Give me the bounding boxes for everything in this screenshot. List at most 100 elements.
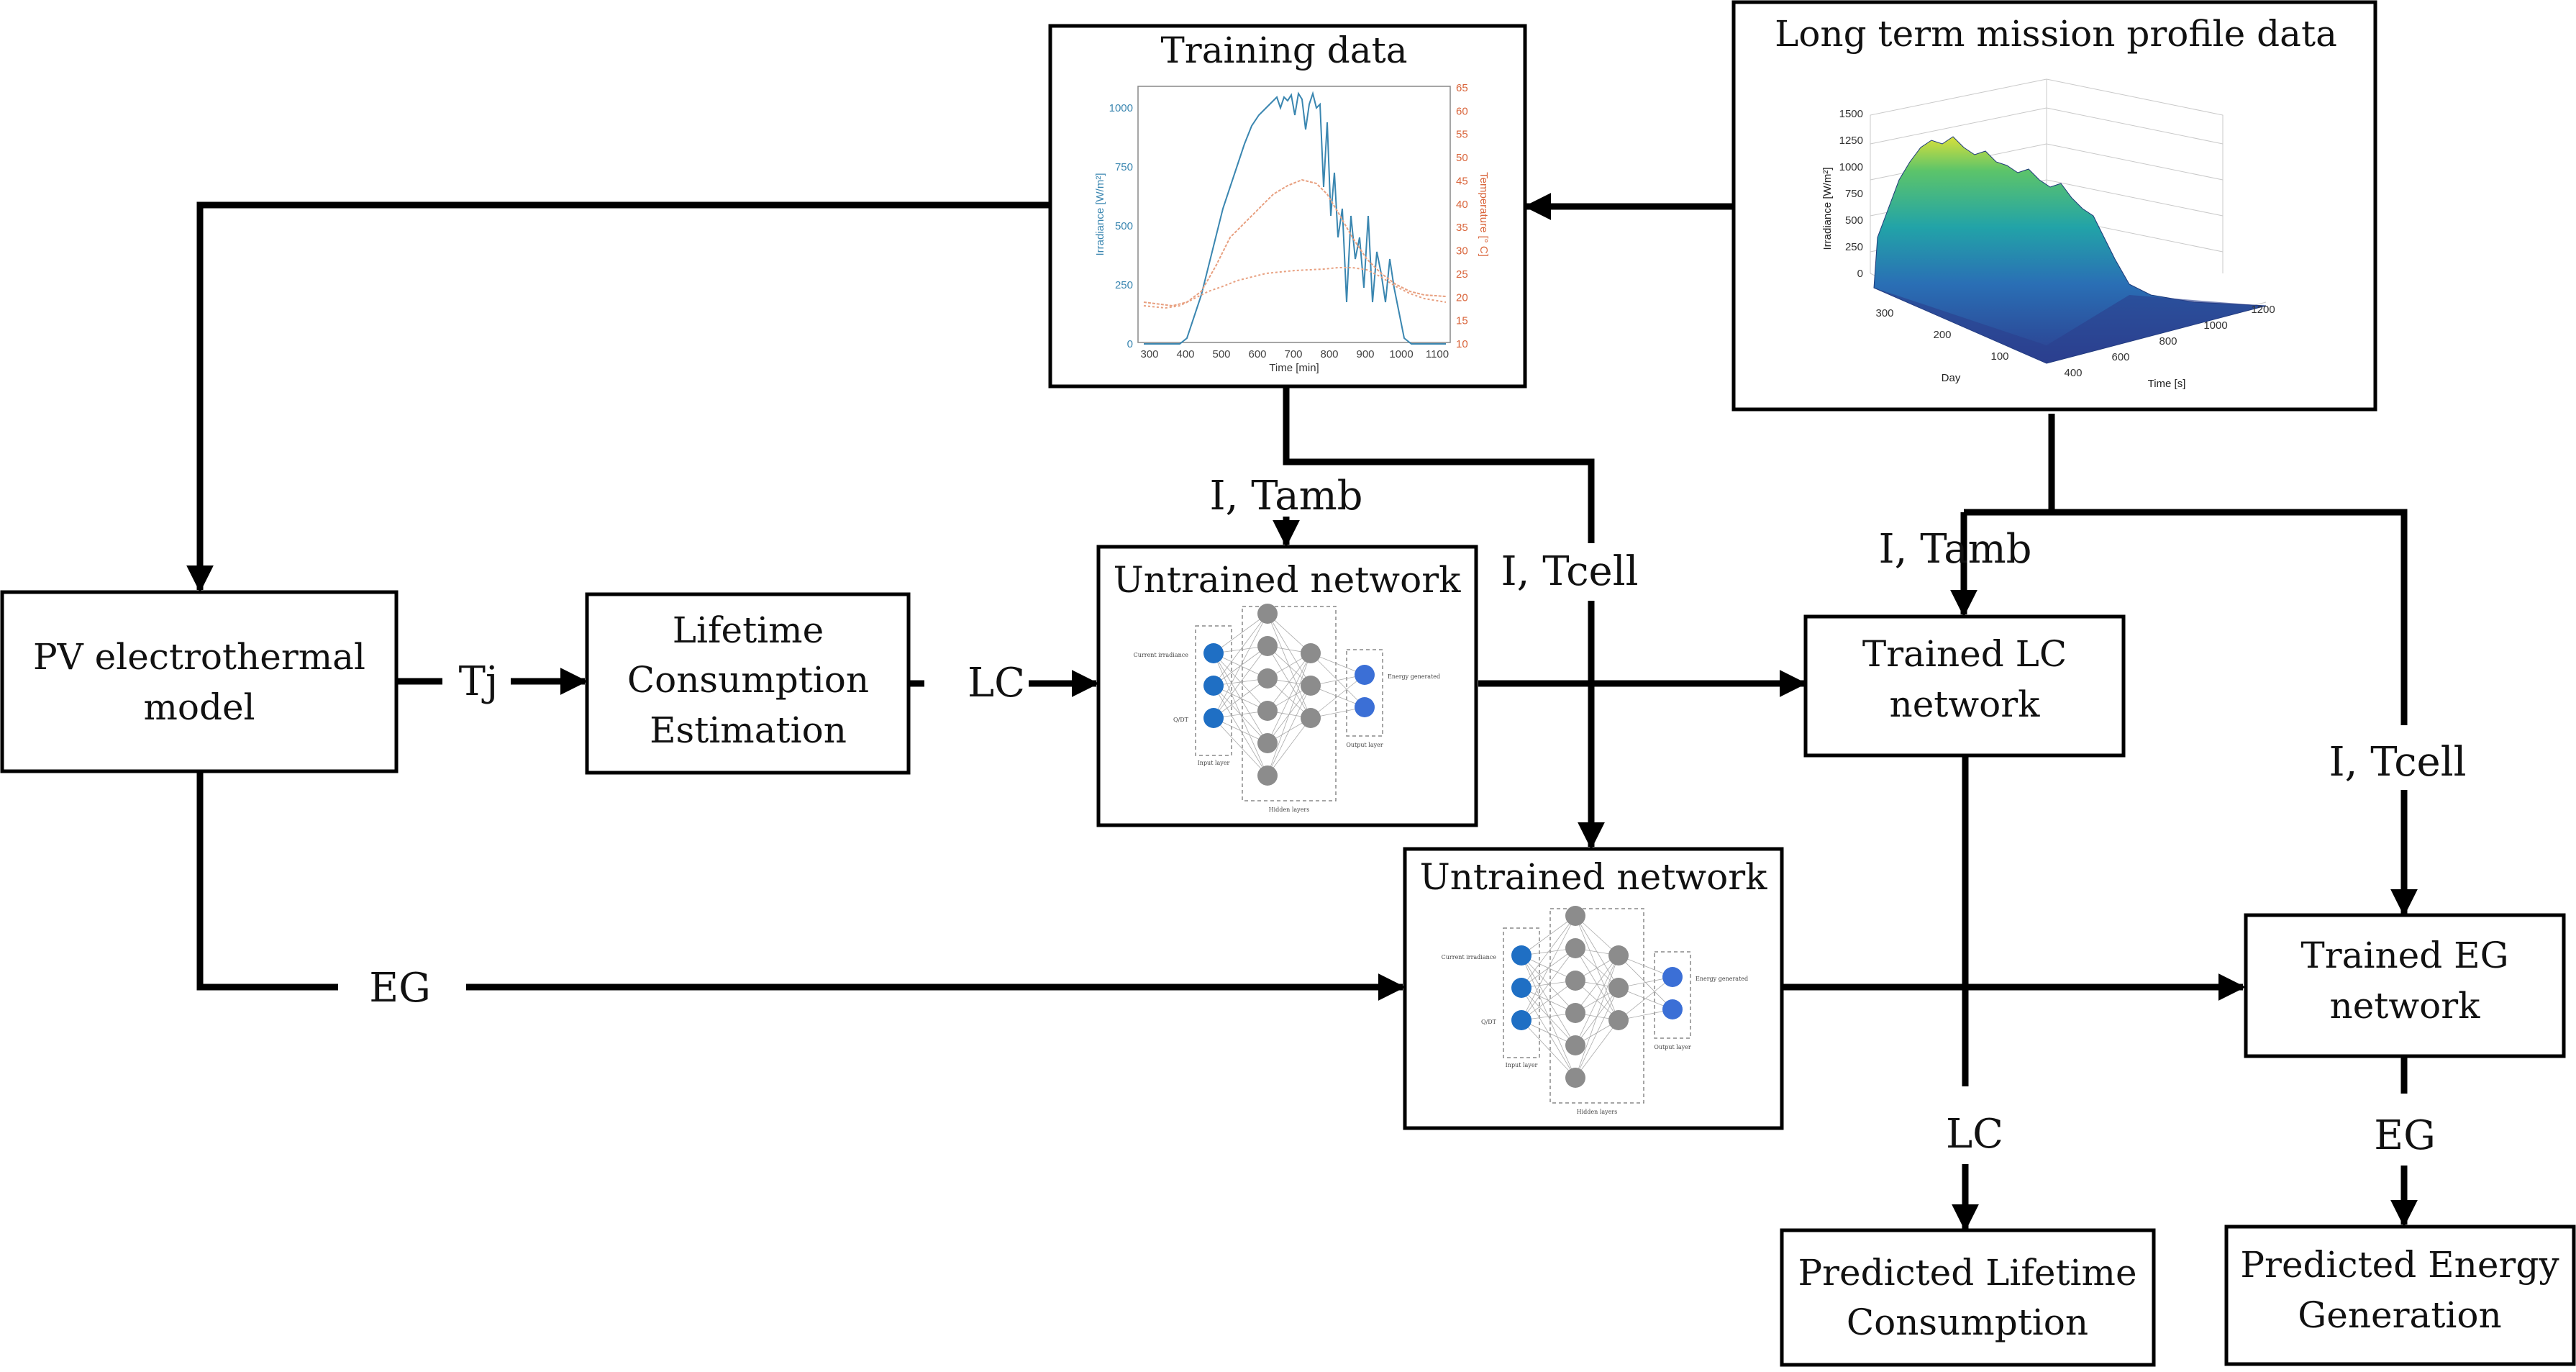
lifetime-line2: Consumption xyxy=(627,659,869,701)
surface-day-tick: 200 xyxy=(1933,329,1951,341)
surface-z-ticks: 0 250 500 750 1000 1250 1500 xyxy=(1839,108,1863,280)
hidden-node xyxy=(1565,1003,1585,1023)
training-x-tick: 300 xyxy=(1140,348,1158,360)
trained-lc-box xyxy=(1803,614,2126,758)
hidden-layers-frame xyxy=(1549,908,1644,1104)
output-node xyxy=(1662,967,1683,987)
hidden-node xyxy=(1301,643,1321,663)
hidden-node xyxy=(1257,733,1278,753)
pv-model-line2: model xyxy=(143,686,255,728)
input-label-2: Q/DT xyxy=(1173,717,1189,723)
surface-z-tick: 250 xyxy=(1845,241,1863,253)
hidden-node xyxy=(1608,978,1629,998)
training-yr-tick: 50 xyxy=(1456,152,1468,164)
output-node xyxy=(1355,665,1375,685)
surface-day-tick: 300 xyxy=(1875,307,1893,319)
surface-time-tick: 400 xyxy=(2064,367,2082,379)
hidden-node xyxy=(1565,971,1585,991)
hidden-node xyxy=(1565,1035,1585,1055)
label-i-tcell-mid: I, Tcell xyxy=(1501,548,1638,595)
surface-ylabel: Time [s] xyxy=(2148,378,2186,390)
hidden-node xyxy=(1301,676,1321,696)
input-label-2: Q/DT xyxy=(1481,1019,1497,1025)
training-yr-tick: 20 xyxy=(1456,291,1468,304)
training-x-tick: 900 xyxy=(1356,348,1374,360)
surface-time-tick: 1200 xyxy=(2251,304,2275,316)
training-yl-tick: 1000 xyxy=(1109,102,1133,114)
input-layer-frame xyxy=(1503,927,1540,1058)
training-yl-tick: 0 xyxy=(1127,338,1133,350)
untrained-lc-title: Untrained network xyxy=(1114,559,1462,601)
output-label: Energy generated xyxy=(1388,673,1440,680)
pred-eg-box xyxy=(2224,1225,2576,1366)
surface-day-ticks: 300 200 100 xyxy=(1875,307,2008,363)
long-term-title: Long term mission profile data xyxy=(1775,13,2337,55)
training-chart: 300 400 500 600 700 800 900 1000 1100 0 250 500 750… xyxy=(1094,82,1490,374)
training-x-tick: 1000 xyxy=(1389,348,1413,360)
trained-lc-line2: network xyxy=(1890,683,2041,725)
surface-time-tick: 1000 xyxy=(2203,319,2227,332)
pv-model-line1: PV electrothermal xyxy=(33,636,365,678)
pv-model-box xyxy=(0,590,399,773)
training-ylabel-right: Temperature [° C] xyxy=(1478,172,1490,257)
input-node xyxy=(1511,978,1532,998)
output-node xyxy=(1662,999,1683,1019)
training-x-tick: 600 xyxy=(1248,348,1266,360)
training-xlabel: Time [min] xyxy=(1269,362,1319,374)
label-lc-mid: LC xyxy=(968,660,1025,707)
surface-z-tick: 1000 xyxy=(1839,161,1863,173)
pred-lc-line1: Predicted Lifetime xyxy=(1798,1252,2136,1294)
irradiance-series xyxy=(1144,91,1446,345)
training-yr-tick: 10 xyxy=(1456,338,1468,350)
label-eg-left: EG xyxy=(369,965,431,1012)
hidden-node xyxy=(1257,765,1278,786)
hidden-layers-label: Hidden layers xyxy=(1269,807,1310,813)
hidden-node xyxy=(1301,708,1321,728)
lifetime-box xyxy=(585,592,911,775)
label-tj: Tj xyxy=(459,658,499,705)
surface-chart: 0 250 500 750 1000 1250 1500 300 200 100 400 600 8… xyxy=(1821,78,2275,390)
hidden-node xyxy=(1257,604,1278,624)
input-label-1: Current irradiance xyxy=(1442,954,1497,960)
output-node xyxy=(1355,697,1375,717)
input-layer-label: Input layer xyxy=(1198,760,1230,766)
hidden-node xyxy=(1257,668,1278,689)
hidden-node xyxy=(1565,938,1585,958)
training-yr-tick: 60 xyxy=(1456,105,1468,117)
surface-z-tick: 1250 xyxy=(1839,135,1863,147)
training-ylabel-left: Irradiance [W/m²] xyxy=(1094,173,1106,255)
input-label-1: Current irradiance xyxy=(1134,652,1189,658)
hidden-node xyxy=(1257,636,1278,656)
surface-z-tick: 750 xyxy=(1845,188,1863,200)
output-layer-frame xyxy=(1654,951,1691,1039)
training-x-tick: 700 xyxy=(1284,348,1302,360)
hidden-node xyxy=(1257,701,1278,721)
surface-xlabel: Day xyxy=(1942,372,1961,384)
hidden-layers-frame xyxy=(1242,606,1337,801)
trained-eg-line1: Trained EG xyxy=(2300,935,2508,976)
training-x-tick: 500 xyxy=(1212,348,1230,360)
trained-eg-box xyxy=(2244,913,2566,1058)
pred-lc-box xyxy=(1780,1228,2156,1367)
input-node xyxy=(1203,643,1224,663)
surface-z-tick: 1500 xyxy=(1839,108,1863,120)
hidden-node xyxy=(1608,1010,1629,1030)
box-texts: Training data Long term mission profile … xyxy=(33,13,2559,1343)
surface-z-tick: 500 xyxy=(1845,214,1863,227)
pred-eg-line2: Generation xyxy=(2298,1294,2501,1336)
network-thumb-eg: Current irradiance Q/DT Energy generated In… xyxy=(1442,906,1748,1115)
surface-z-tick: 0 xyxy=(1857,268,1863,280)
pred-lc-line2: Consumption xyxy=(1847,1301,2088,1343)
training-yr-tick: 35 xyxy=(1456,222,1468,234)
training-yl-ticks: 0 250 500 750 1000 xyxy=(1109,102,1133,350)
surface-time-tick: 600 xyxy=(2111,351,2129,363)
training-yr-tick: 65 xyxy=(1456,82,1468,94)
training-x-ticks: 300 400 500 600 700 800 900 1000 1100 xyxy=(1140,348,1449,360)
hidden-node xyxy=(1565,906,1585,926)
hidden-node xyxy=(1565,1068,1585,1088)
surface-zlabel: Irradiance [W/m²] xyxy=(1821,167,1834,250)
input-node xyxy=(1511,945,1532,966)
untrained-eg-title: Untrained network xyxy=(1420,856,1768,898)
training-yr-ticks: 10 15 20 25 30 35 40 45 50 55 60 65 xyxy=(1456,82,1468,350)
